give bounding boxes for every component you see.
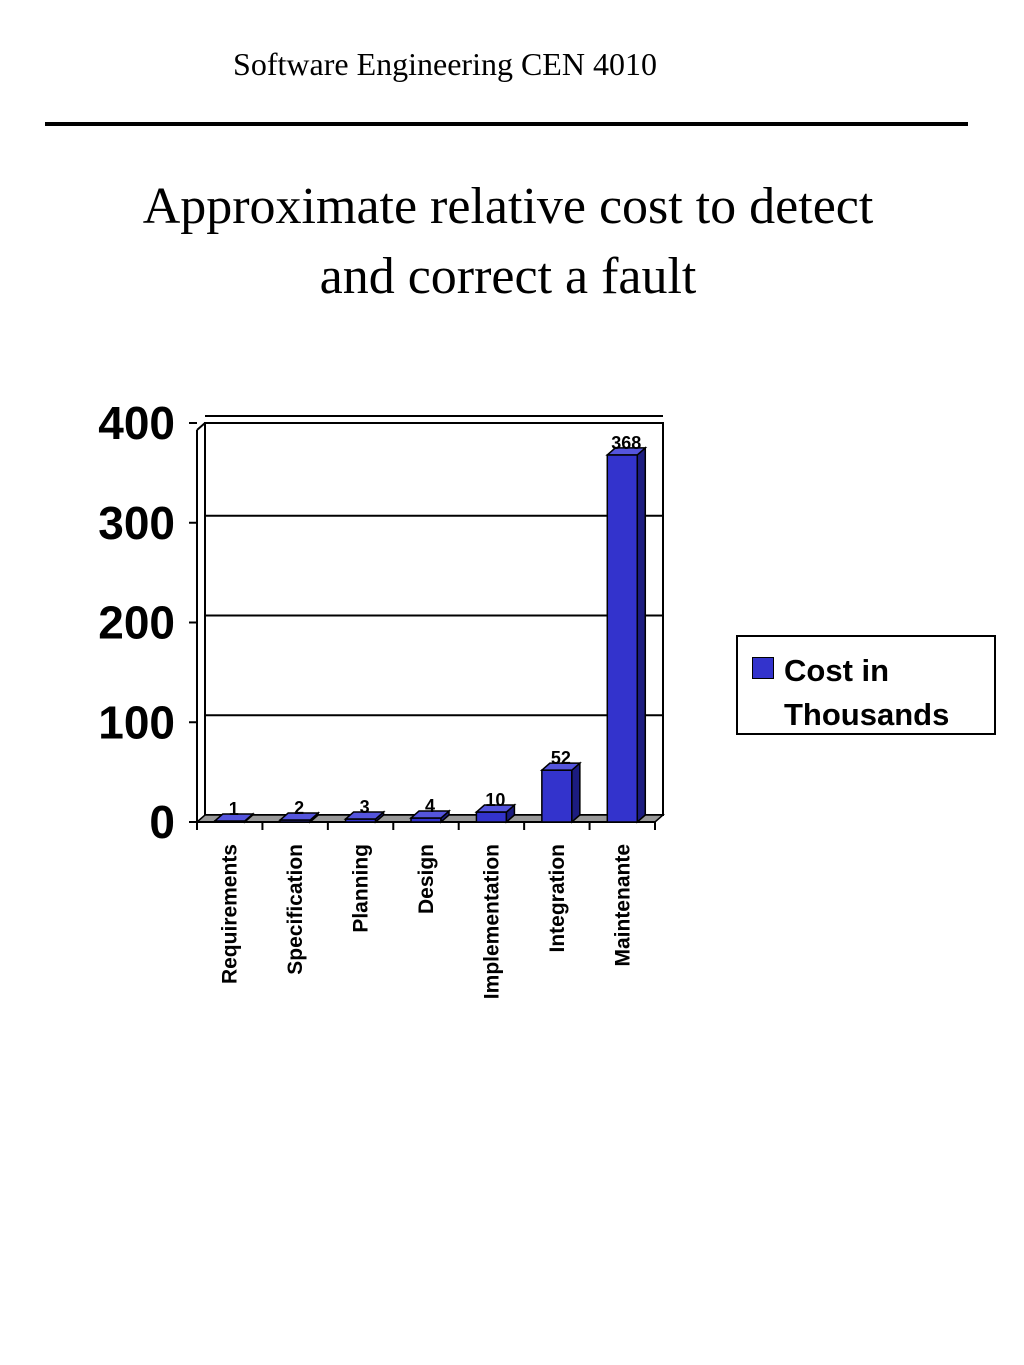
bar-side <box>636 446 647 824</box>
plot-wall <box>204 422 664 816</box>
header-rule <box>45 122 968 126</box>
y-tick-label: 0 <box>149 796 175 848</box>
bar-top <box>278 812 321 821</box>
data-label: 52 <box>551 748 571 768</box>
slide-header: Software Engineering CEN 4010 <box>233 46 657 82</box>
bar-top <box>409 810 451 819</box>
bar <box>539 761 582 824</box>
data-label: 10 <box>485 790 505 810</box>
legend-label: Cost in Thousands <box>784 653 950 732</box>
bar-top <box>212 813 255 822</box>
bar <box>409 809 451 824</box>
bar-top <box>605 447 648 456</box>
bar-front <box>606 454 639 823</box>
x-tick-label: Design <box>415 844 438 914</box>
bar <box>212 812 255 824</box>
bar <box>278 811 321 824</box>
bar-front <box>475 811 508 823</box>
x-tick-label: Planning <box>350 844 373 933</box>
y-tick-label: 300 <box>98 497 175 549</box>
data-label: 1 <box>229 799 239 819</box>
x-tick-label: Implementation <box>480 844 503 999</box>
data-label: 4 <box>425 796 435 816</box>
legend: Cost in Thousands <box>736 635 996 735</box>
bar <box>343 810 386 824</box>
bar-top <box>539 762 582 771</box>
bar <box>605 446 648 824</box>
bar-side <box>571 761 581 824</box>
data-label: 3 <box>360 797 370 817</box>
data-label: 2 <box>294 798 304 818</box>
y-axis-depth <box>196 422 206 431</box>
x-tick-label: Requirements <box>219 844 242 984</box>
y-tick-label: 400 <box>98 397 175 449</box>
y-tick-label: 200 <box>98 597 175 649</box>
bar-top <box>343 811 386 820</box>
legend-swatch <box>752 657 774 679</box>
y-tick-label: 100 <box>98 696 175 748</box>
x-tick-label: Specification <box>284 844 307 975</box>
x-tick-label: Integration <box>546 844 569 953</box>
data-label: 368 <box>611 433 641 453</box>
bar-top <box>474 804 517 813</box>
chart-title: Approximate relative cost to detect and … <box>142 178 874 305</box>
bar-front <box>541 769 573 823</box>
x-tick-label: Maintenante <box>611 844 634 967</box>
bar <box>474 803 517 824</box>
